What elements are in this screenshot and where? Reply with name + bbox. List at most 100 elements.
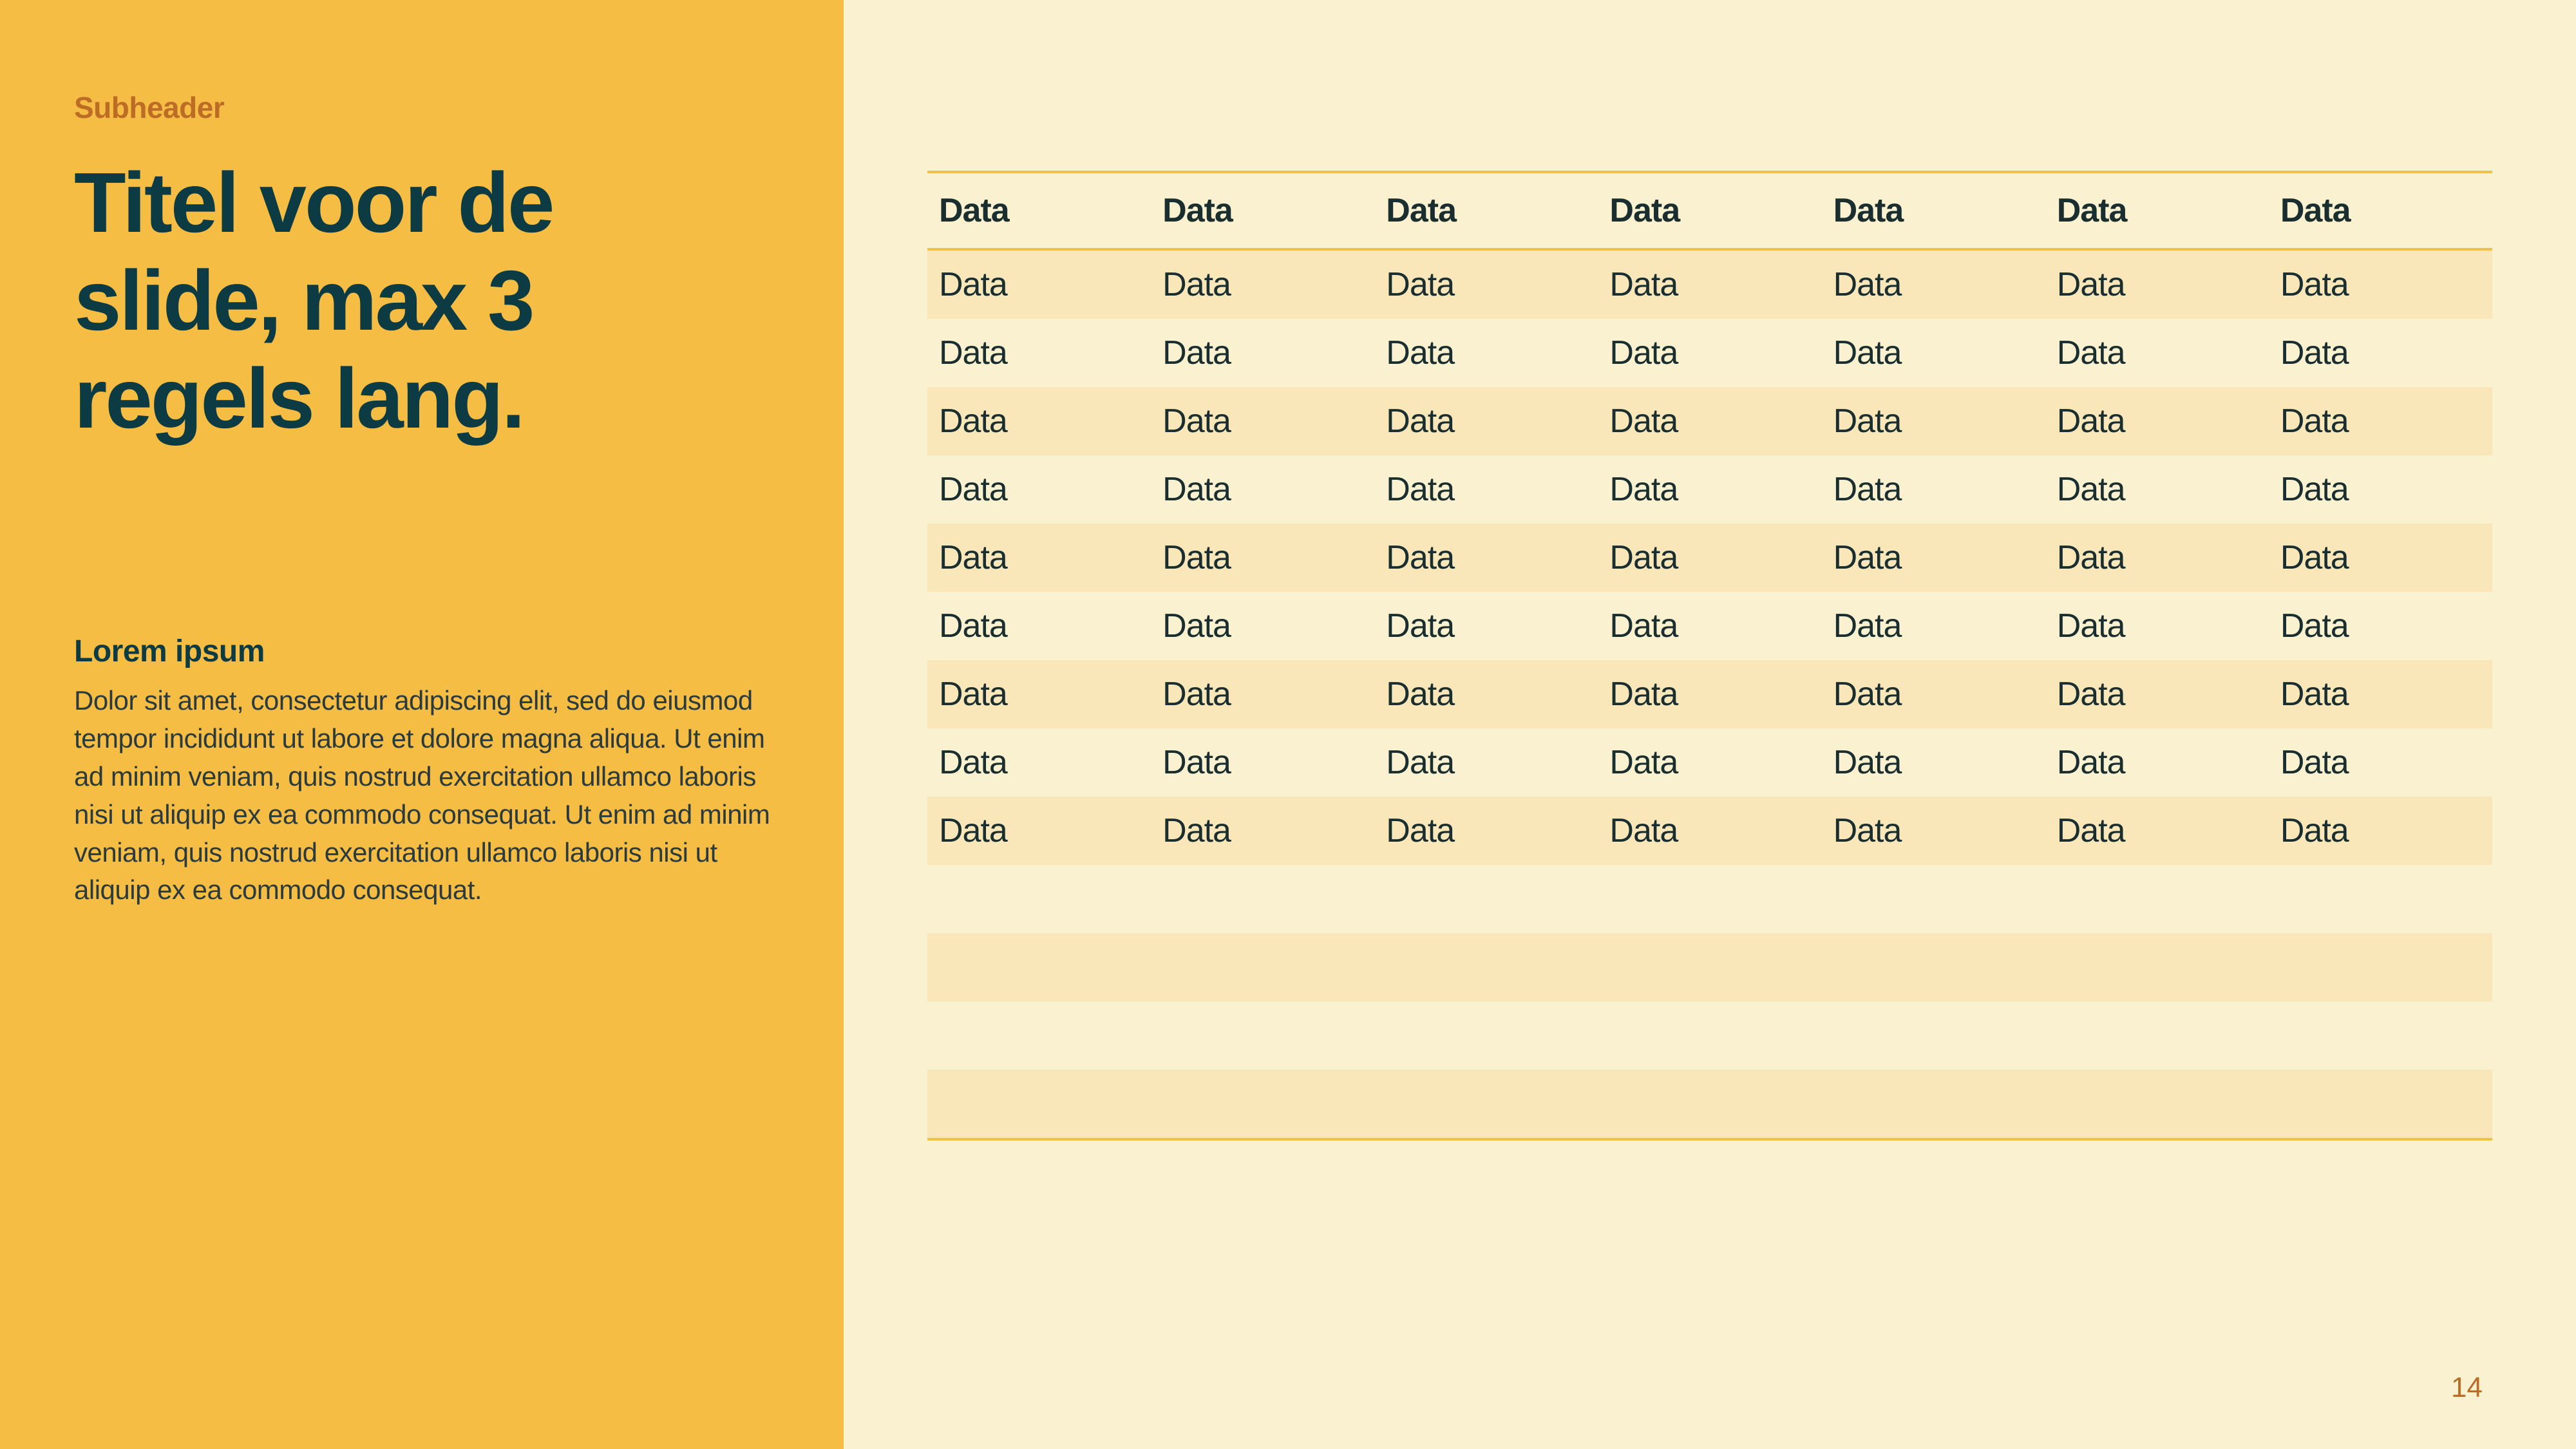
- table-cell: [1822, 865, 2045, 933]
- table-cell: [1151, 933, 1374, 1001]
- table-cell: [927, 1070, 1151, 1139]
- table-cell: Data: [1151, 319, 1374, 387]
- table-row: DataDataDataDataDataDataData: [927, 524, 2492, 592]
- table-cell: [1598, 1070, 1821, 1139]
- table-cell: Data: [2269, 387, 2492, 455]
- table-cell: Data: [2045, 660, 2269, 728]
- table-cell: [2045, 865, 2269, 933]
- table-header-cell: Data: [2045, 172, 2269, 249]
- table-cell: [927, 1001, 1151, 1070]
- table-cell: Data: [1598, 660, 1821, 728]
- table-cell: Data: [2269, 660, 2492, 728]
- table-row: DataDataDataDataDataDataData: [927, 797, 2492, 865]
- table-cell: Data: [1822, 728, 2045, 797]
- table-cell: Data: [1822, 319, 2045, 387]
- table-cell: Data: [1374, 592, 1598, 660]
- table-cell: [2269, 865, 2492, 933]
- section-title: Lorem ipsum: [74, 634, 779, 669]
- table-cell: [1151, 865, 1374, 933]
- table-cell: Data: [1151, 387, 1374, 455]
- table-row: DataDataDataDataDataDataData: [927, 728, 2492, 797]
- table-cell: Data: [927, 249, 1151, 319]
- table-cell: Data: [1374, 660, 1598, 728]
- table-cell: [2269, 1070, 2492, 1139]
- table-cell: Data: [1822, 387, 2045, 455]
- table-row: DataDataDataDataDataDataData: [927, 249, 2492, 319]
- table-cell: Data: [2045, 319, 2269, 387]
- table-cell: Data: [2269, 728, 2492, 797]
- table-cell: Data: [2269, 249, 2492, 319]
- table-cell: Data: [2269, 524, 2492, 592]
- table-cell: Data: [1598, 797, 1821, 865]
- table-cell: [2045, 933, 2269, 1001]
- table-cell: [1822, 933, 2045, 1001]
- table-row: DataDataDataDataDataDataData: [927, 592, 2492, 660]
- table-row: [927, 1070, 2492, 1139]
- table-cell: Data: [927, 387, 1151, 455]
- table-cell: [1374, 933, 1598, 1001]
- table-cell: [1374, 1070, 1598, 1139]
- table-cell: Data: [927, 660, 1151, 728]
- data-table: DataDataDataDataDataDataData DataDataDat…: [927, 171, 2492, 1141]
- table-cell: Data: [1374, 728, 1598, 797]
- table-cell: Data: [1598, 455, 1821, 524]
- table-cell: Data: [2269, 455, 2492, 524]
- table-cell: Data: [2045, 592, 2269, 660]
- table-header-cell: Data: [1822, 172, 2045, 249]
- table-cell: Data: [1822, 455, 2045, 524]
- table-body: DataDataDataDataDataDataDataDataDataData…: [927, 249, 2492, 1139]
- table-header-cell: Data: [2269, 172, 2492, 249]
- table-cell: Data: [2045, 728, 2269, 797]
- table-cell: [927, 933, 1151, 1001]
- table-cell: Data: [2045, 387, 2269, 455]
- table-cell: [927, 865, 1151, 933]
- table-cell: [1374, 865, 1598, 933]
- table-cell: Data: [1374, 797, 1598, 865]
- table-cell: [1598, 1001, 1821, 1070]
- body-text: Dolor sit amet, consectetur adipiscing e…: [74, 682, 779, 909]
- table-cell: Data: [1374, 319, 1598, 387]
- table-cell: [1374, 1001, 1598, 1070]
- table-header-cell: Data: [1598, 172, 1821, 249]
- table-cell: Data: [1151, 455, 1374, 524]
- table-cell: Data: [2045, 797, 2269, 865]
- table-cell: Data: [1374, 455, 1598, 524]
- subheader: Subheader: [74, 90, 779, 125]
- page-number: 14: [2451, 1372, 2483, 1404]
- table-cell: Data: [1598, 728, 1821, 797]
- table-row: DataDataDataDataDataDataData: [927, 387, 2492, 455]
- table-row: [927, 865, 2492, 933]
- table-row: DataDataDataDataDataDataData: [927, 319, 2492, 387]
- table-cell: Data: [1374, 249, 1598, 319]
- table-cell: Data: [927, 455, 1151, 524]
- table-row: [927, 933, 2492, 1001]
- table-cell: Data: [927, 797, 1151, 865]
- table-cell: Data: [1822, 592, 2045, 660]
- table-cell: Data: [1598, 319, 1821, 387]
- table-header-cell: Data: [927, 172, 1151, 249]
- table-cell: Data: [2269, 797, 2492, 865]
- table-cell: Data: [1822, 524, 2045, 592]
- table-cell: [1822, 1001, 2045, 1070]
- main-content: DataDataDataDataDataDataData DataDataDat…: [844, 0, 2576, 1449]
- table-cell: Data: [927, 319, 1151, 387]
- table-cell: Data: [2045, 249, 2269, 319]
- table-cell: Data: [2045, 524, 2269, 592]
- sidebar: Subheader Titel voor de slide, max 3 reg…: [0, 0, 844, 1449]
- table-header-cell: Data: [1151, 172, 1374, 249]
- table-header: DataDataDataDataDataDataData: [927, 172, 2492, 249]
- table-cell: Data: [1598, 524, 1821, 592]
- table-cell: [2269, 933, 2492, 1001]
- table-cell: [1598, 933, 1821, 1001]
- table-cell: Data: [1598, 249, 1821, 319]
- table-cell: [1822, 1070, 2045, 1139]
- table-row: DataDataDataDataDataDataData: [927, 455, 2492, 524]
- table-cell: Data: [927, 728, 1151, 797]
- table-cell: Data: [1822, 660, 2045, 728]
- table-cell: Data: [1151, 249, 1374, 319]
- table-cell: Data: [1374, 387, 1598, 455]
- table-cell: Data: [1374, 524, 1598, 592]
- table-cell: Data: [1151, 524, 1374, 592]
- table-cell: Data: [2269, 592, 2492, 660]
- table-cell: Data: [1598, 592, 1821, 660]
